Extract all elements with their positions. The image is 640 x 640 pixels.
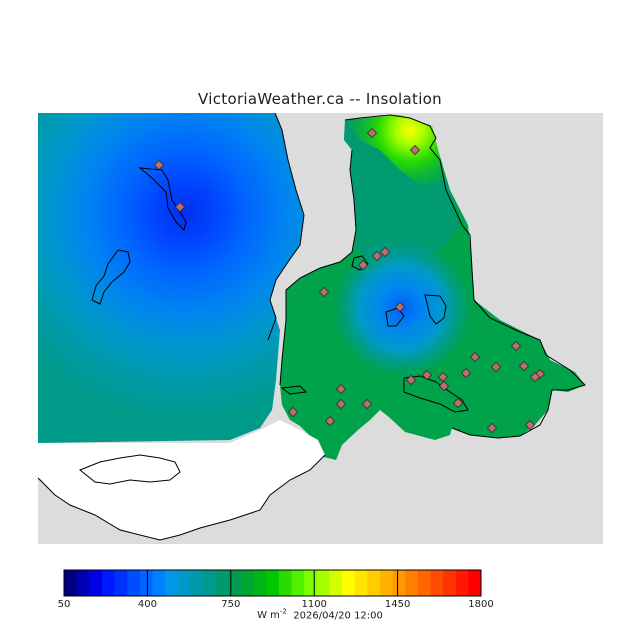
chart-title: VictoriaWeather.ca -- Insolation <box>198 90 442 108</box>
colorbar-swatch <box>304 570 318 596</box>
station-marker <box>460 367 472 379</box>
colorbar-swatch <box>253 570 267 596</box>
colorbar-swatch <box>152 570 166 596</box>
station-marker <box>357 259 369 271</box>
colorbar-tick-750: 750 <box>221 599 240 610</box>
colorbar-swatch <box>215 570 229 596</box>
colorbar-swatch <box>177 570 191 596</box>
station-marker <box>379 246 391 258</box>
colorbar-swatch <box>392 570 406 596</box>
field-west <box>38 113 304 443</box>
station-marker <box>394 301 406 313</box>
colorbar-swatch <box>114 570 128 596</box>
water-south <box>38 420 325 540</box>
colorbar-swatch <box>228 570 242 596</box>
station-marker <box>437 371 449 383</box>
colorbar-tick-1800: 1800 <box>468 599 493 610</box>
station-marker <box>153 159 165 171</box>
station-marker <box>335 383 347 395</box>
colorbar-swatch <box>266 570 280 596</box>
colorbar-swatch <box>329 570 343 596</box>
station-markers <box>153 127 546 434</box>
colorbar-swatch <box>443 570 457 596</box>
colorbar-major-ticks <box>146 570 399 596</box>
station-marker <box>486 422 498 434</box>
colorbar-swatch <box>354 570 368 596</box>
colorbar-swatch <box>405 570 419 596</box>
water-south-2 <box>38 478 160 544</box>
station-marker <box>421 369 433 381</box>
colorbar-swatch <box>127 570 141 596</box>
station-marker <box>335 398 347 410</box>
colorbar-swatch <box>165 570 179 596</box>
station-marker <box>405 374 417 386</box>
colorbar-swatch <box>430 570 444 596</box>
colorbar-swatch <box>190 570 204 596</box>
station-marker <box>524 419 536 431</box>
station-marker <box>174 201 186 213</box>
colorbar-swatch <box>89 570 103 596</box>
timestamp: 2026/04/20 12:00 <box>293 610 383 622</box>
colorbar-tick-1100: 1100 <box>301 599 326 610</box>
units-label: W m-2 <box>257 608 287 622</box>
station-marker <box>438 380 450 392</box>
station-marker <box>452 397 464 409</box>
station-marker <box>409 144 421 156</box>
colorbar-tick-50: 50 <box>58 599 71 610</box>
colorbar-swatch <box>278 570 292 596</box>
colorbar-swatch <box>468 570 482 596</box>
colorbar-tick-labels: 50 400 750 1100 1450 1800 <box>58 599 494 610</box>
colorbar-swatch <box>367 570 381 596</box>
station-marker <box>469 351 481 363</box>
colorbar-swatch <box>379 570 394 596</box>
station-marker <box>318 286 330 298</box>
colorbar-swatch <box>342 570 356 596</box>
colorbar-swatch <box>76 570 90 596</box>
station-marker <box>324 415 336 427</box>
colorbar-swatch <box>139 570 153 596</box>
colorbar-tick-400: 400 <box>138 599 157 610</box>
station-marker <box>361 398 373 410</box>
station-marker <box>510 340 522 352</box>
colorbar-swatch <box>291 570 305 596</box>
station-marker <box>366 127 378 139</box>
colorbar-caption: W m-2 2026/04/20 12:00 <box>0 608 640 621</box>
colorbar-swatch <box>240 570 255 596</box>
colorbar-swatch <box>64 570 78 596</box>
colorbar-swatch <box>455 570 469 596</box>
colorbar-swatches <box>64 570 482 596</box>
station-marker <box>518 360 530 372</box>
station-marker <box>529 371 541 383</box>
colorbar-swatch <box>101 570 116 596</box>
colorbar-swatch <box>417 570 431 596</box>
colorbar-swatch <box>316 570 330 596</box>
colorbar-swatch <box>203 570 217 596</box>
station-marker <box>490 361 502 373</box>
station-marker <box>287 406 299 418</box>
colorbar-tick-1450: 1450 <box>385 599 410 610</box>
station-marker <box>371 250 383 262</box>
